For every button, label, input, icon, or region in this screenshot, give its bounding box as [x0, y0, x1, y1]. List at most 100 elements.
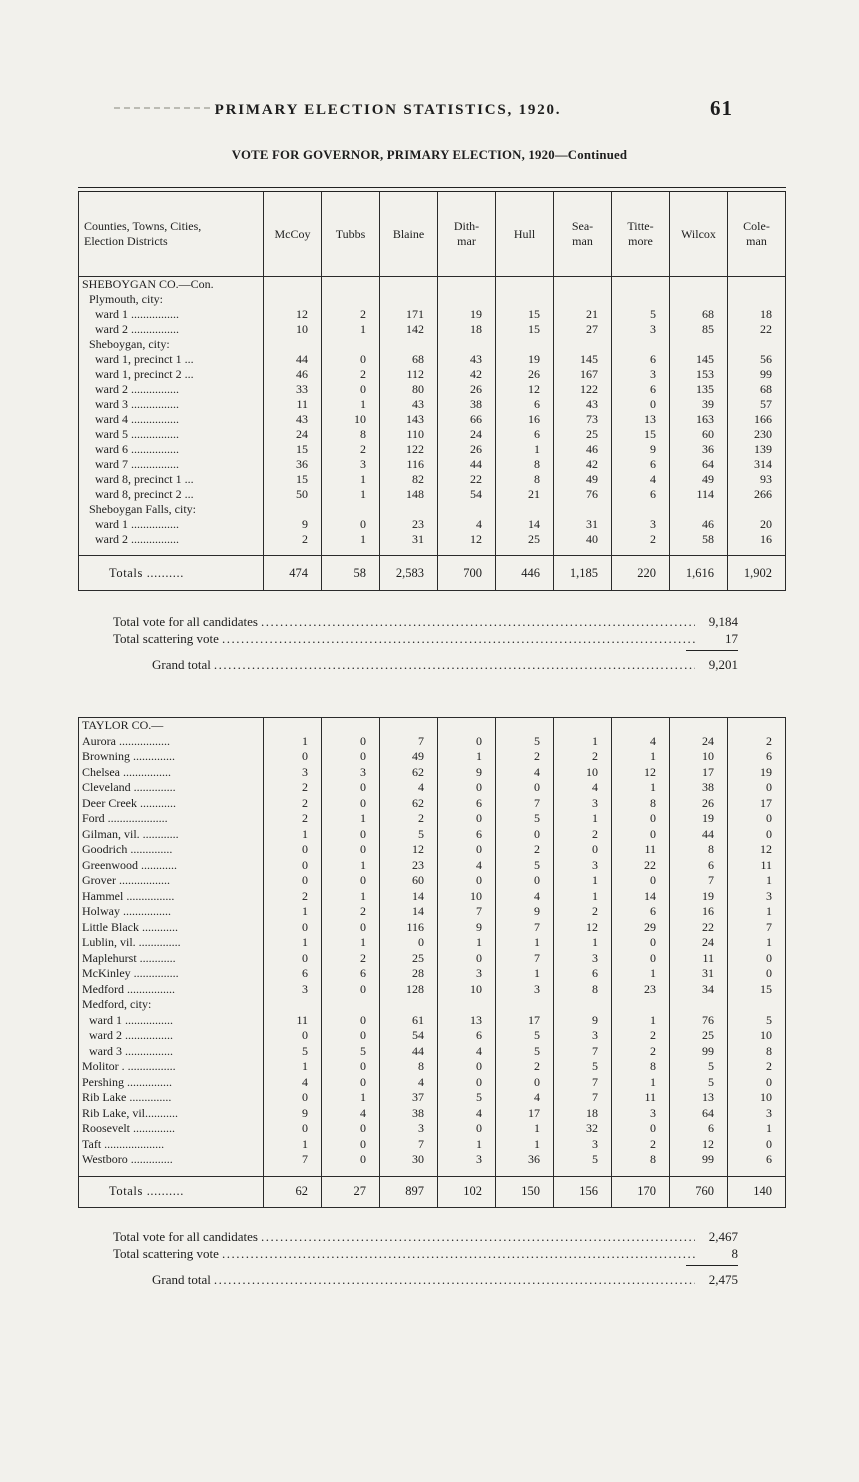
vote-count: 23 [611, 981, 670, 997]
total-vote-count: 58 [321, 555, 380, 591]
summary-value: 8 [731, 1245, 739, 1261]
vote-count: 0 [321, 1028, 380, 1044]
vote-count: 10 [669, 749, 728, 765]
vote-count: 99 [727, 367, 786, 382]
vote-count: 3 [321, 764, 380, 780]
vote-count: 1 [727, 935, 786, 951]
vote-count: 0 [495, 873, 554, 889]
row-label: ward 5 ................ [95, 427, 179, 441]
vote-count: 37 [379, 1090, 438, 1106]
summary-label: Total scattering vote [113, 1245, 219, 1261]
vote-count: 0 [321, 749, 380, 765]
empty-cell [379, 502, 438, 517]
group-row: SHEBOYGAN CO.—Con. [79, 276, 786, 292]
vote-count: 110 [379, 427, 438, 442]
vote-count: 4 [379, 1074, 438, 1090]
vote-count: 0 [611, 397, 670, 412]
data-row: Ford .................... 2 1 2 0 5 1 0 19 0 [79, 811, 786, 827]
total-vote-count: 220 [611, 555, 670, 591]
data-row: Little Black ............ 0 0 116 9 7 12 29 22 7 [79, 919, 786, 935]
vote-count: 15 [611, 427, 670, 442]
row-label: Molitor . ................ [82, 1059, 176, 1074]
header-row: Counties, Towns, Cities, Election Distri… [78, 192, 786, 277]
row-label: Ford .................... [82, 811, 168, 826]
vote-count: 2 [727, 1059, 786, 1075]
vote-count: 5 [611, 307, 670, 322]
vote-count: 230 [727, 427, 786, 442]
vote-count: 13 [669, 1090, 728, 1106]
vote-count: 7 [495, 919, 554, 935]
vote-count: 3 [553, 1028, 612, 1044]
vote-count: 1 [495, 442, 554, 457]
vote-count: 0 [437, 950, 496, 966]
total-vote-count: 27 [321, 1175, 380, 1207]
vote-count: 7 [437, 904, 496, 920]
vote-count: 1 [263, 1136, 322, 1152]
vote-count: 8 [611, 795, 670, 811]
vote-count: 31 [553, 517, 612, 532]
group-row: Sheboygan, city: [79, 337, 786, 352]
vote-count: 66 [437, 412, 496, 427]
empty-cell [321, 337, 380, 352]
empty-cell [263, 276, 322, 292]
vote-count: 1 [611, 1074, 670, 1090]
vote-count: 10 [553, 764, 612, 780]
vote-count: 9 [437, 919, 496, 935]
empty-cell [611, 337, 670, 352]
vote-count: 30 [379, 1152, 438, 1176]
data-row: ward 2 ................ 0 0 54 6 5 3 2 25 10 [79, 1028, 786, 1044]
vote-count: 6 [611, 487, 670, 502]
vote-count: 1 [437, 1136, 496, 1152]
vote-count: 1 [321, 935, 380, 951]
vote-count: 1 [495, 1121, 554, 1137]
vote-count: 3 [611, 517, 670, 532]
data-row: Roosevelt .............. 0 0 3 0 1 32 0 6 1 [79, 1121, 786, 1137]
vote-count: 11 [727, 857, 786, 873]
vote-count: 13 [611, 412, 670, 427]
summary-label: Total vote for all candidates [113, 1228, 258, 1244]
vote-count: 3 [553, 857, 612, 873]
group-row: Medford, city: [79, 997, 786, 1013]
vote-count: 99 [669, 1152, 728, 1176]
vote-count: 82 [379, 472, 438, 487]
row-label: ward 1 ................ [89, 1012, 173, 1027]
vote-count: 49 [553, 472, 612, 487]
row-label: Aurora ................. [82, 733, 170, 748]
vote-count: 8 [495, 457, 554, 472]
empty-cell [495, 292, 554, 307]
row-label: Westboro .............. [82, 1152, 173, 1167]
vote-count: 0 [321, 1121, 380, 1137]
row-label: Sheboygan Falls, city: [89, 502, 196, 516]
column-header-candidate: Wilcox [669, 192, 728, 277]
row-label: Goodrich .............. [82, 842, 173, 857]
vote-count: 6 [669, 1121, 728, 1137]
vote-count: 0 [263, 919, 322, 935]
data-row: Greenwood ............ 0 1 23 4 5 3 22 6 11 [79, 857, 786, 873]
vote-count: 0 [321, 780, 380, 796]
vote-count: 6 [437, 795, 496, 811]
vote-count: 43 [437, 352, 496, 367]
vote-count: 0 [321, 1074, 380, 1090]
group-row: TAYLOR CO.— [79, 717, 786, 734]
row-label: Sheboygan, city: [89, 337, 170, 351]
vote-count: 8 [727, 1043, 786, 1059]
vote-count: 2 [321, 950, 380, 966]
vote-count: 0 [727, 826, 786, 842]
vote-count: 5 [437, 1090, 496, 1106]
vote-count: 3 [727, 1105, 786, 1121]
vote-count: 9 [495, 904, 554, 920]
vote-count: 142 [379, 322, 438, 337]
vote-count: 21 [495, 487, 554, 502]
vote-count: 153 [669, 367, 728, 382]
total-vote-count: 2,583 [379, 555, 438, 591]
vote-count: 26 [437, 382, 496, 397]
vote-count: 9 [263, 1105, 322, 1121]
vote-count: 0 [437, 1074, 496, 1090]
data-row: Aurora ................. 1 0 7 0 5 1 4 24 2 [79, 733, 786, 749]
vote-count: 22 [727, 322, 786, 337]
data-row: ward 3 ................ 11 1 43 38 6 43 0 39 57 [79, 397, 786, 412]
total-vote-count: 102 [437, 1175, 496, 1207]
vote-count: 40 [553, 532, 612, 556]
summary-value: 2,475 [708, 1271, 738, 1287]
vote-count: 46 [553, 442, 612, 457]
